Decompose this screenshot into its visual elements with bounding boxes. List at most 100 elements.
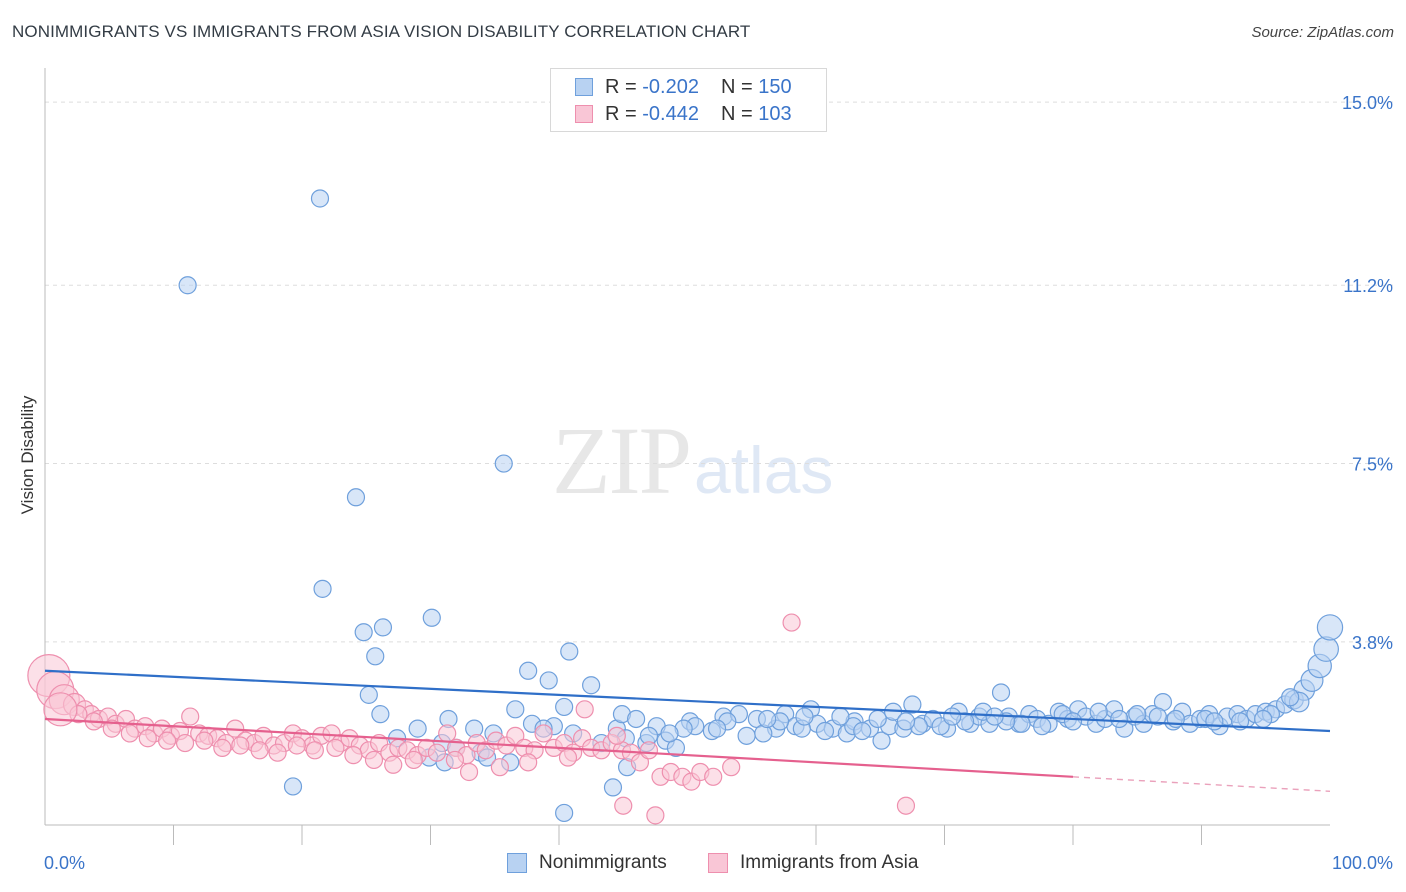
immigrants-asia-point (445, 750, 465, 770)
legend-row-immigrants-asia: R = -0.442 N = 103 (575, 102, 792, 126)
watermark-zip: ZIP (552, 407, 692, 514)
correlation-legend: R = -0.202 N = 150 R = -0.442 N = 103 (550, 68, 827, 132)
immigrants-asia-point (157, 731, 177, 750)
nonimmigrants-point (422, 608, 441, 627)
nonimmigrants-point (1313, 636, 1339, 662)
nonimmigrants-point (310, 189, 330, 208)
nonimmigrants-point (519, 661, 538, 680)
immigrants-asia-point (384, 755, 403, 774)
nonimmigrants-point (1110, 709, 1129, 729)
nonimmigrants-point (560, 642, 579, 661)
legend-r-value: -0.202 (642, 75, 699, 98)
nonimmigrants-point (373, 618, 393, 637)
immigrants-asia-point (175, 733, 195, 753)
nonimmigrants-point (707, 719, 727, 738)
immigrants-asia-point (896, 796, 916, 815)
nonimmigrants-point (539, 671, 558, 690)
immigrants-asia-point (646, 806, 665, 825)
bottom-legend-label: Nonimmigrants (539, 852, 667, 873)
immigrants-asia-point (138, 729, 157, 748)
immigrants-asia-trend-extension (1072, 776, 1331, 792)
nonimmigrants-point (555, 697, 574, 717)
watermark: ZIPatlas (552, 405, 833, 516)
immigrants-asia-point (614, 796, 633, 815)
immigrants-asia-point (575, 700, 594, 719)
nonimmigrants-point (1205, 712, 1224, 731)
nonimmigrants-point (943, 707, 962, 726)
immigrants-asia-point (195, 731, 214, 750)
bottom-legend-swatch-pink (708, 853, 728, 873)
nonimmigrants-point (815, 721, 835, 741)
nonimmigrants-point (1089, 702, 1108, 721)
y-tick-label: 3.8% (1352, 633, 1393, 653)
legend-n-value: 103 (758, 102, 792, 125)
legend-r-label: R = (605, 75, 637, 98)
immigrants-asia-point (722, 758, 741, 777)
nonimmigrants-point (795, 707, 814, 726)
nonimmigrants-point (283, 777, 303, 796)
y-tick-label: 7.5% (1352, 455, 1393, 475)
nonimmigrants-point (1148, 707, 1167, 726)
nonimmigrants-point (366, 647, 385, 666)
bottom-legend-swatch-blue (507, 853, 527, 873)
nonimmigrants-point (868, 709, 887, 729)
nonimmigrants-point (371, 705, 390, 724)
immigrants-asia-point (305, 741, 324, 760)
nonimmigrants-point (346, 488, 366, 507)
nonimmigrants-point (408, 719, 427, 738)
immigrants-asia-point (120, 724, 139, 743)
y-tick-label: 11.2% (1343, 276, 1393, 296)
immigrants-asia-point (490, 758, 509, 777)
immigrants-asia-point (459, 762, 479, 782)
nonimmigrants-point (896, 712, 916, 731)
immigrants-asia-point (213, 738, 232, 757)
immigrants-asia-point (43, 692, 78, 727)
watermark-atlas: atlas (694, 433, 834, 507)
immigrants-asia-point (704, 767, 723, 786)
chart-title: NONIMMIGRANTS VS IMMIGRANTS FROM ASIA VI… (12, 22, 751, 41)
nonimmigrants-point (737, 726, 756, 745)
immigrants-asia-point (268, 743, 287, 762)
nonimmigrants-point (1254, 709, 1273, 729)
immigrants-asia-point (534, 724, 553, 743)
legend-n-value: 150 (758, 75, 792, 98)
nonimmigrants-point (903, 695, 922, 714)
legend-n-label: N = (720, 102, 753, 125)
nonimmigrants-point (494, 454, 513, 473)
legend-swatch-pink (575, 105, 593, 123)
immigrants-asia-point (326, 738, 345, 757)
immigrants-asia-point (558, 748, 578, 767)
nonimmigrants-point (582, 676, 601, 695)
nonimmigrants-point (831, 707, 850, 726)
immigrants-asia-trend-line (44, 717, 1074, 778)
nonimmigrants-point (853, 721, 872, 741)
immigrants-asia-point (287, 736, 306, 755)
immigrants-asia-point (364, 750, 384, 770)
immigrants-asia-point (250, 741, 269, 760)
immigrants-asia-point (519, 753, 538, 772)
y-tick-label: 15.0% (1342, 93, 1393, 113)
nonimmigrants-point (1128, 705, 1147, 724)
immigrants-asia-point (344, 746, 363, 765)
nonimmigrants-point (660, 724, 679, 743)
nonimmigrants-point (1316, 614, 1344, 641)
immigrants-asia-point (181, 707, 200, 726)
x-tick-label: 0.0% (44, 853, 85, 873)
x-tick-label: 100.0% (1332, 853, 1393, 873)
nonimmigrants-point (506, 700, 525, 719)
bottom-legend-nonimmigrants: Nonimmigrants (507, 852, 667, 874)
nonimmigrants-trend-line (44, 669, 1331, 733)
nonimmigrants-point (603, 778, 623, 797)
legend-r-label: R = (605, 102, 637, 125)
immigrants-asia-point (102, 719, 121, 738)
immigrants-asia-point (231, 736, 250, 755)
legend-n-label: N = (720, 75, 753, 98)
nonimmigrants-point (555, 803, 574, 823)
immigrants-asia-point (639, 741, 659, 760)
legend-row-nonimmigrants: R = -0.202 N = 150 (575, 75, 792, 99)
bottom-legend-label: Immigrants from Asia (740, 852, 919, 873)
bottom-legend-immigrants-asia: Immigrants from Asia (708, 852, 918, 874)
legend-r-value: -0.442 (642, 102, 699, 125)
nonimmigrants-point (758, 709, 777, 729)
